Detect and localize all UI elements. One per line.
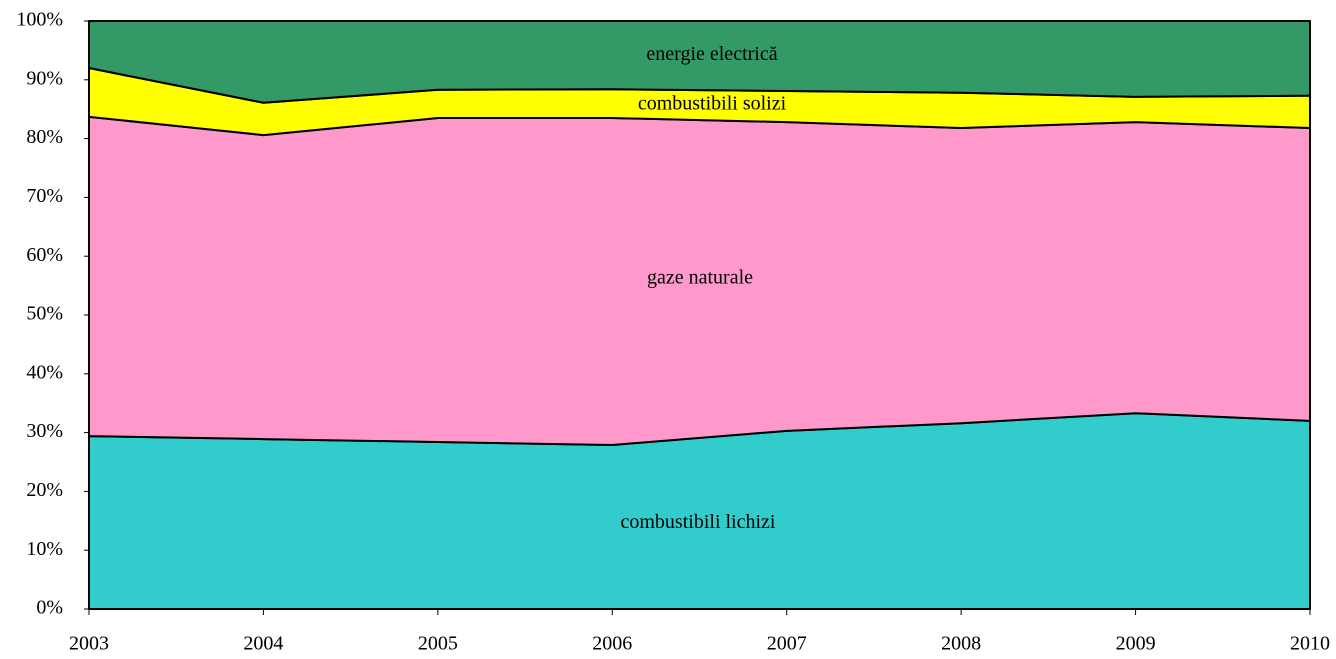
x-tick-label: 2006 — [592, 633, 632, 655]
x-tick-label: 2007 — [767, 633, 807, 655]
area-label: combustibili solizi — [638, 93, 787, 115]
area-label: combustibili lichizi — [621, 511, 776, 533]
y-tick-label: 30% — [26, 420, 63, 442]
y-tick-label: 10% — [26, 538, 63, 560]
y-tick-label: 40% — [26, 361, 63, 383]
y-tick-label: 20% — [26, 479, 63, 501]
x-tick-label: 2009 — [1116, 633, 1156, 655]
x-tick-label: 2004 — [243, 633, 283, 655]
x-tick-label: 2005 — [418, 633, 458, 655]
x-tick-label: 2008 — [941, 633, 981, 655]
y-tick-label: 90% — [26, 67, 63, 89]
y-tick-label: 60% — [26, 244, 63, 266]
area-label: energie electrică — [646, 43, 777, 65]
y-tick-label: 0% — [36, 597, 63, 619]
x-tick-label: 2010 — [1290, 633, 1330, 655]
area-label: gaze naturale — [647, 267, 753, 289]
y-tick-label: 100% — [16, 9, 63, 31]
area — [88, 20, 1311, 104]
y-tick-label: 50% — [26, 303, 63, 325]
y-tick-label: 70% — [26, 185, 63, 207]
x-tick-label: 2003 — [69, 633, 109, 655]
y-tick-label: 80% — [26, 126, 63, 148]
